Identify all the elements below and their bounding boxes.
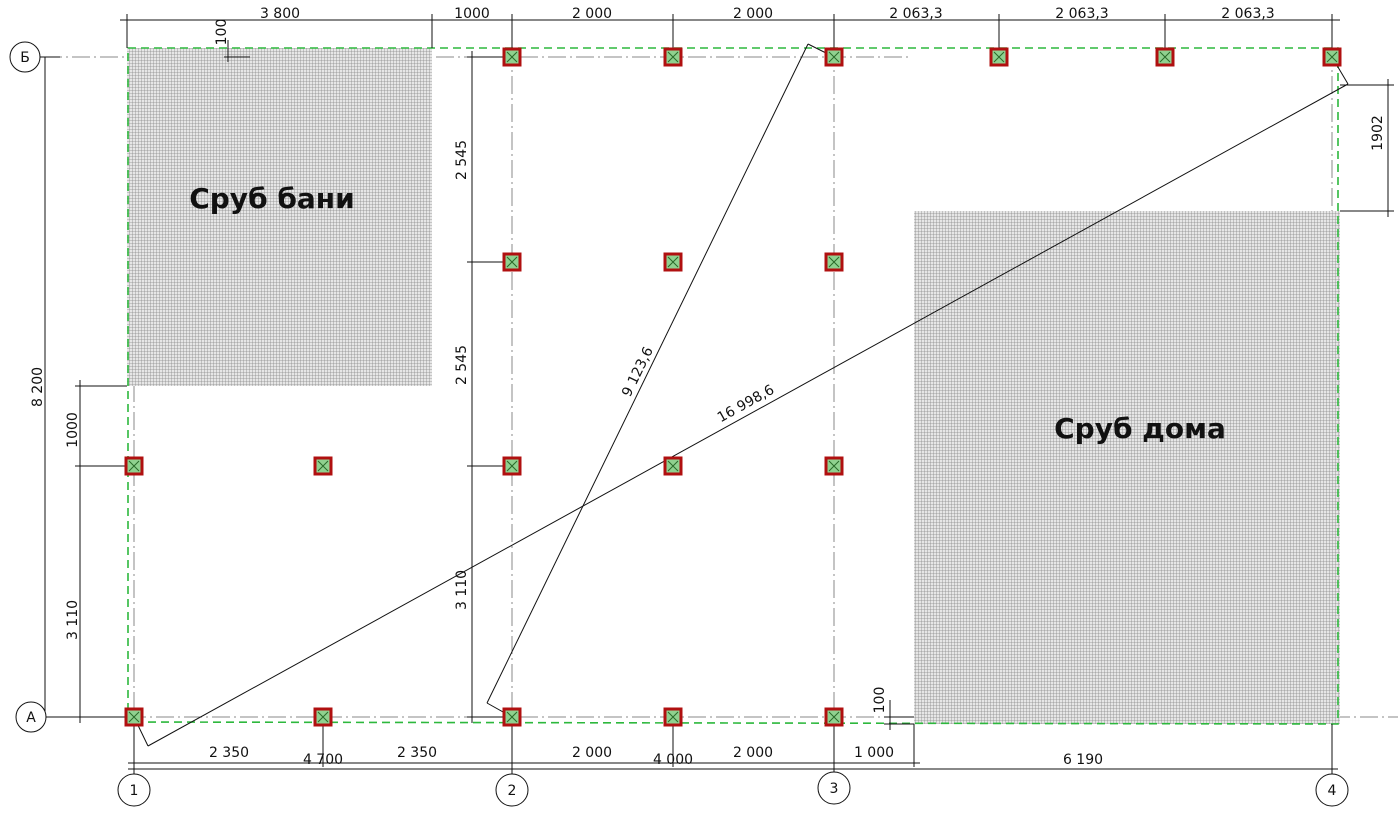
pillar-cross	[828, 51, 840, 63]
left-dimensions: 8 200 1000 3 110	[30, 56, 128, 723]
dim-label: 2 545	[454, 140, 470, 180]
bath-house	[127, 48, 432, 386]
dim-label: 4 000	[653, 752, 693, 768]
pillar-cross	[506, 256, 518, 268]
column-label: 2	[508, 783, 517, 799]
dim-label: 2 063,3	[1055, 6, 1108, 22]
dim-label: 1902	[1370, 115, 1386, 151]
dim-label: 2 350	[397, 745, 437, 761]
pillar-cross	[1159, 51, 1171, 63]
dim-label: 2 000	[733, 745, 773, 761]
diagonal-label: 9 123,6	[619, 344, 657, 399]
dim-label: 2 063,3	[889, 6, 942, 22]
row-label: Б	[20, 50, 30, 66]
pillar-cross	[506, 51, 518, 63]
pillar-cross	[667, 256, 679, 268]
dim-label: 6 190	[1063, 752, 1103, 768]
dim-label: 3 800	[260, 6, 300, 22]
dim-label: 2 000	[572, 6, 612, 22]
dim-label: 2 000	[572, 745, 612, 761]
dim-label: 1 000	[854, 745, 894, 761]
bath-label: Сруб бани	[189, 182, 355, 215]
column-label: 1	[130, 783, 139, 799]
pillar-cross	[506, 460, 518, 472]
row-label: А	[26, 710, 36, 726]
dim-label: 3 110	[65, 600, 81, 640]
dim-label: 2 063,3	[1221, 6, 1274, 22]
pillar-cross	[828, 256, 840, 268]
bottom-dimensions: 2 350 2 350 2 000 2 000 1 000 4 700 4 00…	[128, 717, 1338, 775]
dim-label: 3 110	[454, 570, 470, 610]
middle-dimensions: 2 545 2 545 3 110	[454, 51, 512, 723]
axis-markers: Б А 1 2 3 4	[9, 41, 1349, 807]
pillar-cross	[1326, 51, 1338, 63]
dim-label: 1000	[65, 412, 81, 448]
diagonal	[486, 43, 809, 704]
pillars	[124, 47, 1342, 727]
pillar-cross	[828, 460, 840, 472]
pillar-cross	[128, 711, 140, 723]
column-label: 3	[830, 781, 839, 797]
pillar-cross	[317, 711, 329, 723]
dim-label: 2 545	[454, 345, 470, 385]
dim-label: 4 700	[303, 752, 343, 768]
pillar-cross	[317, 460, 329, 472]
pillar-cross	[667, 711, 679, 723]
top-dimensions: 3 800 1000 2 000 2 000 2 063,3 2 063,3 2…	[120, 6, 1340, 57]
pillar-cross	[828, 711, 840, 723]
pillar-cross	[993, 51, 1005, 63]
dim-label: 100	[872, 687, 888, 714]
pillar-cross	[128, 460, 140, 472]
house	[914, 211, 1340, 724]
pillar-cross	[506, 711, 518, 723]
dim-label: 100	[214, 19, 230, 46]
pillar-cross	[667, 460, 679, 472]
diagonal	[147, 83, 1349, 747]
site-boundary	[127, 47, 1339, 725]
dim-label: 2 000	[733, 6, 773, 22]
dim-label: 1000	[454, 6, 490, 22]
pillar-cross	[667, 51, 679, 63]
house-label: Сруб дома	[1054, 412, 1226, 445]
right-dimensions: 1902	[1340, 79, 1394, 217]
dim-label: 2 350	[209, 745, 249, 761]
dim-label: 8 200	[30, 367, 46, 407]
column-label: 4	[1328, 783, 1337, 799]
